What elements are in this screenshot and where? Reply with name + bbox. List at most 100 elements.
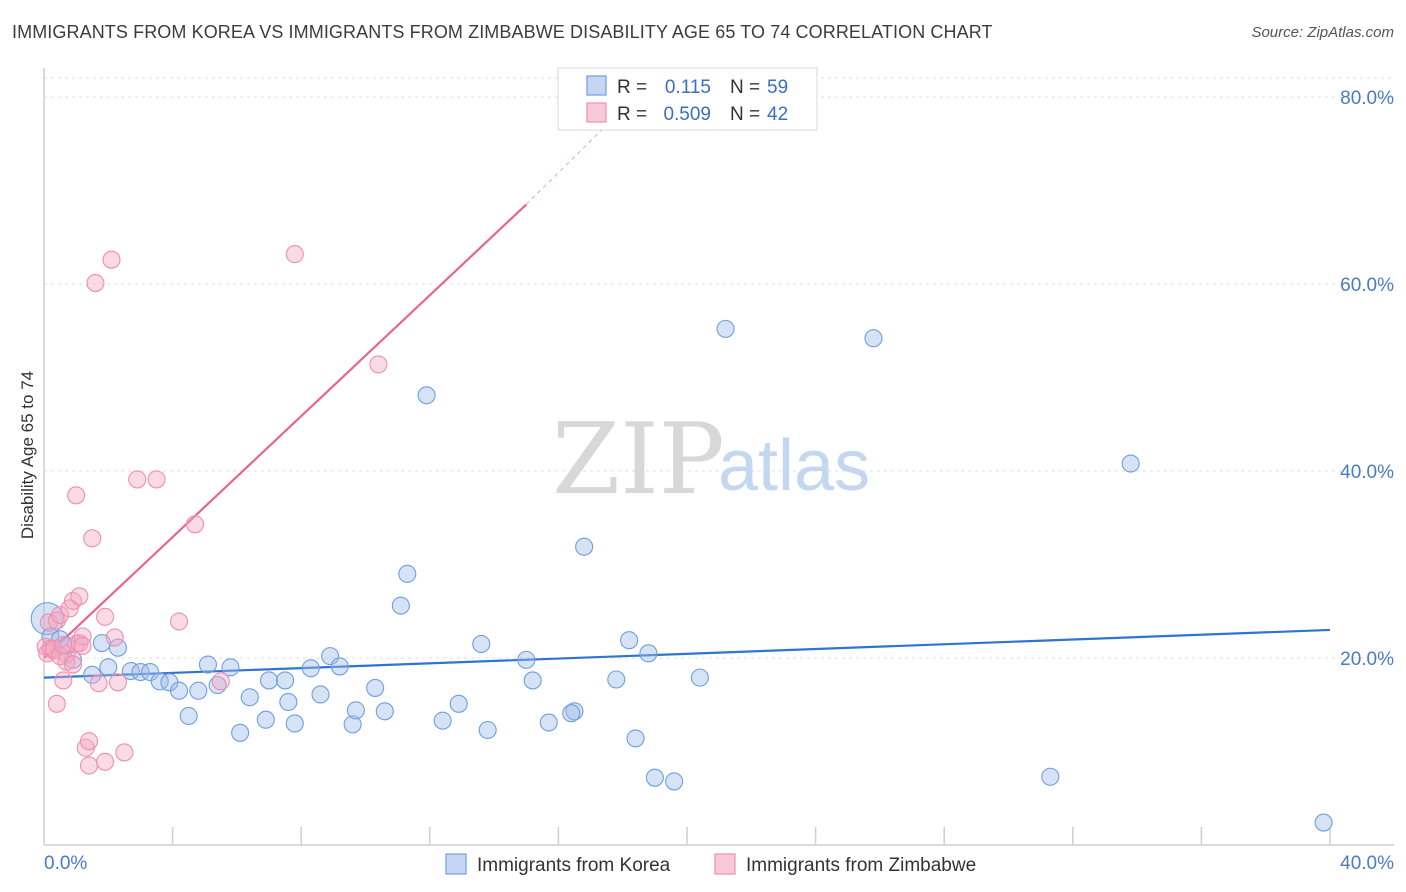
korea-point (391, 596, 410, 615)
zimbabwe-point (79, 756, 99, 775)
y-tick-label-40: 40.0% (1340, 462, 1394, 483)
bottom-legend-label-zimbabwe: Immigrants from Zimbabwe (746, 855, 976, 876)
korea-point (1314, 813, 1333, 832)
korea-point (716, 319, 735, 338)
korea-point (626, 729, 645, 748)
korea-point (478, 720, 497, 740)
zimbabwe-point (108, 673, 127, 692)
zimbabwe-point (73, 627, 92, 646)
axes (43, 68, 1394, 846)
zimbabwe-point (54, 671, 73, 690)
korea-point (198, 655, 218, 674)
korea-point (398, 564, 417, 583)
korea-point (665, 772, 684, 791)
korea-point (375, 702, 394, 721)
trend-line-extension-1 (525, 124, 608, 205)
zimbabwe-point (115, 743, 134, 762)
watermark-zip: ZIP (552, 403, 725, 517)
korea-point (607, 670, 626, 689)
korea-point (330, 657, 349, 676)
legend-r-value-zimbabwe: 0.509 (663, 104, 711, 125)
zimbabwe-point (186, 515, 205, 534)
legend-swatch-zimbabwe (586, 102, 607, 123)
data-points (30, 245, 1333, 832)
legend-r-label-korea: R = (617, 77, 647, 98)
x-tick-label-max: 40.0% (1340, 853, 1394, 874)
gridlines (44, 77, 1394, 659)
korea-point (256, 710, 275, 729)
trend-lines (43, 124, 1331, 679)
zimbabwe-point (47, 611, 66, 630)
source-label: Source: ZipAtlas.com (1251, 24, 1394, 41)
bottom-legend-swatch-korea (445, 853, 467, 875)
zimbabwe-point (44, 639, 63, 658)
bottom-legend-label-korea: Immigrants from Korea (477, 855, 671, 876)
legend-n-label-korea: N = (730, 77, 760, 98)
korea-point (343, 715, 362, 734)
korea-point (189, 681, 208, 700)
korea-point (285, 714, 304, 733)
zimbabwe-point (147, 470, 166, 489)
korea-point (141, 662, 160, 682)
korea-point (131, 662, 150, 682)
zimbabwe-point (369, 355, 388, 374)
korea-point (150, 672, 169, 691)
zimbabwe-point (54, 635, 73, 654)
korea-point (366, 678, 385, 697)
korea-point (864, 329, 883, 348)
zimbabwe-point (211, 672, 230, 691)
korea-point (562, 704, 581, 723)
zimbabwe-point (83, 529, 102, 548)
korea-point (620, 631, 639, 650)
korea-point (179, 706, 198, 726)
trend-line-0 (43, 628, 1331, 679)
korea-point (575, 537, 594, 556)
y-tick-label-20: 20.0% (1340, 649, 1394, 670)
bottom-legend-swatch-zimbabwe (714, 853, 736, 875)
x-tick-label-min: 0.0% (44, 853, 87, 874)
korea-point (169, 681, 189, 700)
korea-point (221, 658, 240, 677)
korea-point (690, 668, 709, 687)
korea-point (311, 685, 330, 704)
korea-point (279, 692, 298, 711)
y-tick-label-60: 60.0% (1340, 275, 1394, 296)
legend-r-label-zimbabwe: R = (617, 104, 647, 125)
zimbabwe-point (96, 607, 115, 626)
bottom-legend: Immigrants from Korea Immigrants from Zi… (445, 853, 976, 876)
korea-point (1121, 454, 1140, 473)
chart-title: IMMIGRANTS FROM KOREA VS IMMIGRANTS FROM… (12, 22, 993, 42)
zimbabwe-point (285, 245, 304, 264)
zimbabwe-point (102, 250, 121, 269)
korea-point (346, 701, 365, 720)
legend-n-value-zimbabwe: 42 (767, 104, 788, 125)
korea-point (240, 688, 259, 707)
zimbabwe-point (67, 486, 86, 505)
legend-swatch-korea (586, 75, 607, 96)
korea-point (301, 659, 320, 678)
watermark-atlas: atlas (718, 426, 870, 506)
korea-point (565, 702, 584, 721)
korea-point (259, 671, 279, 690)
korea-point (517, 650, 536, 669)
korea-point (121, 662, 140, 681)
korea-point (433, 711, 452, 730)
zimbabwe-point (63, 591, 82, 611)
korea-point (231, 723, 250, 742)
korea-point (449, 694, 468, 713)
zimbabwe-point (51, 647, 70, 666)
zimbabwe-point (89, 674, 108, 693)
korea-point (276, 671, 295, 690)
zimbabwe-point (105, 628, 124, 647)
zimbabwe-point (70, 587, 89, 606)
zimbabwe-point (96, 752, 115, 771)
korea-point (30, 602, 64, 636)
zimbabwe-point (128, 470, 147, 489)
legend: R = 0.115 N = 59 R = 0.509 N = 42 (557, 67, 818, 131)
legend-r-value-korea: 0.115 (665, 77, 711, 98)
korea-point (472, 634, 491, 654)
korea-point (417, 386, 436, 405)
watermark: ZIP atlas (552, 403, 870, 517)
x-ticks (171, 827, 1331, 845)
